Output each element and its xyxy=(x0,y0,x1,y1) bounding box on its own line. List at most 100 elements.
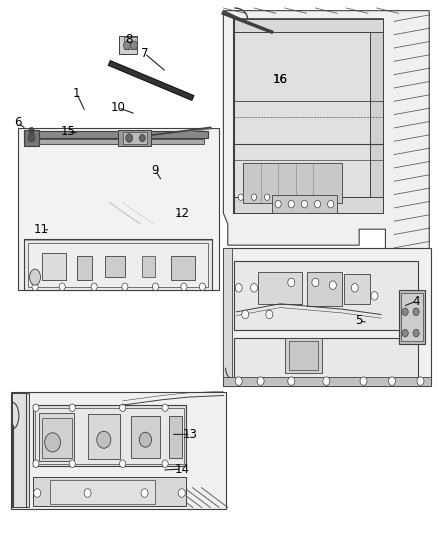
Circle shape xyxy=(251,194,257,200)
Text: 1: 1 xyxy=(73,87,81,100)
Bar xyxy=(223,377,431,386)
Circle shape xyxy=(402,308,408,316)
Bar xyxy=(131,416,160,458)
Polygon shape xyxy=(18,128,219,290)
Circle shape xyxy=(45,433,60,452)
Circle shape xyxy=(417,377,424,385)
Circle shape xyxy=(139,134,145,142)
Text: 7: 7 xyxy=(141,47,148,60)
Text: 6: 6 xyxy=(14,116,21,129)
Circle shape xyxy=(162,460,168,467)
Circle shape xyxy=(265,194,270,200)
Circle shape xyxy=(413,329,419,337)
Circle shape xyxy=(69,460,75,467)
Bar xyxy=(24,130,39,146)
Bar xyxy=(234,19,383,32)
Bar xyxy=(28,139,204,144)
Bar xyxy=(123,132,147,144)
Bar xyxy=(118,130,151,146)
Circle shape xyxy=(162,404,168,411)
Circle shape xyxy=(141,489,148,497)
Bar xyxy=(258,272,302,304)
Circle shape xyxy=(235,284,242,292)
Circle shape xyxy=(59,283,65,290)
Circle shape xyxy=(122,283,128,290)
Bar xyxy=(35,408,184,464)
Bar xyxy=(401,293,423,341)
Circle shape xyxy=(126,134,133,142)
Text: 11: 11 xyxy=(34,223,49,236)
Circle shape xyxy=(33,460,39,467)
Circle shape xyxy=(69,404,75,411)
Circle shape xyxy=(34,489,41,497)
Text: 4: 4 xyxy=(412,295,420,308)
Bar xyxy=(39,413,74,461)
Circle shape xyxy=(120,460,126,467)
Circle shape xyxy=(181,283,187,290)
Circle shape xyxy=(238,194,244,200)
Circle shape xyxy=(371,292,378,300)
Circle shape xyxy=(251,284,258,292)
Bar xyxy=(124,37,137,49)
Bar xyxy=(223,248,232,386)
Circle shape xyxy=(32,283,38,290)
Circle shape xyxy=(301,200,307,208)
Circle shape xyxy=(351,284,358,292)
Circle shape xyxy=(124,41,131,50)
Circle shape xyxy=(84,489,91,497)
Text: 13: 13 xyxy=(183,428,198,441)
Circle shape xyxy=(33,404,39,411)
Circle shape xyxy=(413,308,419,316)
Bar xyxy=(12,393,29,507)
Circle shape xyxy=(360,377,367,385)
Circle shape xyxy=(314,200,321,208)
Circle shape xyxy=(91,283,97,290)
Bar xyxy=(234,338,418,378)
Text: 5: 5 xyxy=(356,314,363,327)
Bar xyxy=(142,256,155,277)
Bar xyxy=(105,256,125,277)
Circle shape xyxy=(329,281,336,289)
Circle shape xyxy=(199,283,205,290)
Circle shape xyxy=(288,377,295,385)
Circle shape xyxy=(323,377,330,385)
Circle shape xyxy=(312,278,319,287)
Circle shape xyxy=(29,127,34,134)
Polygon shape xyxy=(223,11,429,256)
Bar xyxy=(77,256,92,280)
Bar xyxy=(88,414,120,459)
Bar xyxy=(234,197,383,213)
Circle shape xyxy=(275,200,281,208)
Circle shape xyxy=(288,278,295,287)
Circle shape xyxy=(328,200,334,208)
Circle shape xyxy=(120,404,126,411)
Bar xyxy=(289,341,318,370)
Text: 16: 16 xyxy=(273,74,288,86)
Circle shape xyxy=(97,431,111,448)
Bar xyxy=(33,477,186,506)
Ellipse shape xyxy=(29,269,40,285)
Text: 8: 8 xyxy=(126,34,133,46)
Circle shape xyxy=(402,329,408,337)
Circle shape xyxy=(235,377,242,385)
Circle shape xyxy=(152,283,159,290)
Bar xyxy=(272,195,337,213)
Circle shape xyxy=(131,41,138,50)
Circle shape xyxy=(389,377,396,385)
Polygon shape xyxy=(11,392,226,509)
Bar xyxy=(234,261,418,330)
Bar xyxy=(370,19,383,213)
Text: 9: 9 xyxy=(152,164,159,177)
Bar xyxy=(285,338,322,373)
Circle shape xyxy=(139,432,152,447)
Text: 16: 16 xyxy=(273,74,288,86)
Bar xyxy=(307,272,342,306)
Circle shape xyxy=(178,489,185,497)
Text: 14: 14 xyxy=(174,463,189,475)
Bar xyxy=(42,418,72,458)
Bar xyxy=(50,480,155,504)
Polygon shape xyxy=(243,163,342,203)
Bar xyxy=(399,290,425,344)
Bar xyxy=(24,131,208,138)
Bar xyxy=(171,256,195,280)
